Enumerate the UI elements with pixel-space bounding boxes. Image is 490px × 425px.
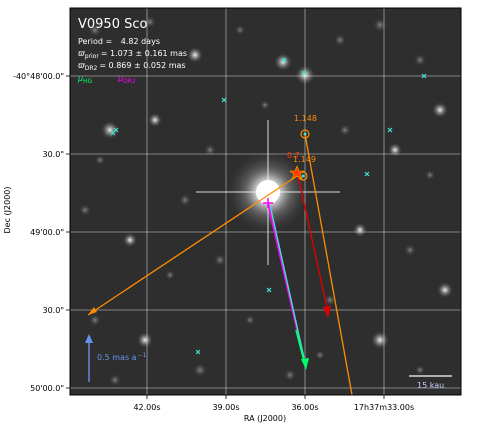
field-star-marker <box>364 171 370 177</box>
mu-dr2-symbol: μ <box>117 74 123 83</box>
y-axis-label: Dec (J2000) <box>3 187 12 234</box>
size-scale-label: 15 kau <box>417 381 444 390</box>
legend-mu-hg: μHG <box>77 74 93 85</box>
plot-frame <box>69 7 462 396</box>
period-text: Period = 4.82 days <box>78 37 160 46</box>
figure-title: V0950 Sco <box>78 17 148 32</box>
pm-scale-arrow <box>85 334 93 382</box>
field-star-marker <box>266 287 272 293</box>
sky-image: 1.148 0.7 1.149 V0950 Sco Period = 4.82 … <box>70 8 461 395</box>
period-label: Period = <box>78 37 112 46</box>
field-star-marker <box>113 127 119 133</box>
field-star-marker <box>387 127 393 133</box>
legend-mu-dr2: μDR2 <box>117 74 136 85</box>
companion-label-1: 1.148 <box>294 114 317 123</box>
companion-label-2: 0.7 <box>287 151 300 160</box>
parallax-prior-symbol: ϖ <box>78 49 85 58</box>
y-tick-label: 30.0" <box>43 150 65 159</box>
companion-vector-left <box>87 173 301 316</box>
x-tick-label: 17h37m33.00s <box>354 403 414 412</box>
x-tick-label: 36.00s <box>291 403 318 412</box>
period-value: 4.82 days <box>121 37 160 46</box>
y-tick-label: 30.0" <box>43 306 65 315</box>
target-position-marker <box>263 198 273 208</box>
field-star-marker <box>221 97 227 103</box>
companion-label-3: 1.149 <box>293 155 316 164</box>
parallax-dr2-sub: DR2 <box>85 65 98 72</box>
mu-dr2-sub: DR2 <box>123 78 136 85</box>
field-star-marker <box>281 57 287 63</box>
field-star-marker <box>421 73 427 79</box>
red-motion-arrow <box>296 170 331 318</box>
target-star <box>196 120 340 265</box>
field-star-marker <box>195 349 201 355</box>
x-axis: 42.00s 39.00s 36.00s 17h37m33.00s RA (J2… <box>133 395 414 423</box>
field-star-marker <box>301 70 307 76</box>
field-star-markers <box>110 57 427 355</box>
parallax-prior-value: = 1.073 ± 0.161 mas <box>101 49 187 58</box>
x-axis-label: RA (J2000) <box>244 414 286 423</box>
parallax-prior-sub: prior <box>85 53 100 60</box>
parallax-dr2-symbol: ϖ <box>78 61 85 70</box>
companion-vector-down <box>304 133 353 395</box>
parallax-prior-text: ϖprior = 1.073 ± 0.161 mas <box>78 49 187 60</box>
parallax-dr2-text: ϖDR2 = 0.869 ± 0.052 mas <box>78 61 186 72</box>
mu-hg-arrow <box>295 329 309 370</box>
pm-scale-exponent: −1 <box>138 352 147 359</box>
mu-hg-symbol: μ <box>77 74 83 83</box>
coordinate-grid <box>70 8 461 395</box>
x-tick-label: 42.00s <box>133 403 160 412</box>
y-axis: -40°48'00.0" 30.0" 49'00.0" 30.0" 50'00.… <box>3 72 70 393</box>
y-tick-label: -40°48'00.0" <box>13 72 64 81</box>
y-tick-label: 49'00.0" <box>30 228 64 237</box>
y-tick-label: 50'00.0" <box>30 384 64 393</box>
companion-markers <box>289 129 310 181</box>
pm-scale-label: 0.5 mas a−1 <box>97 352 147 362</box>
pm-scale-text: 0.5 mas a <box>97 353 137 362</box>
parallax-dr2-value: = 0.869 ± 0.052 mas <box>99 61 185 70</box>
mu-hg-sub: HG <box>83 78 93 85</box>
cyan-motion-arrow <box>269 204 305 359</box>
x-tick-label: 39.00s <box>212 403 239 412</box>
